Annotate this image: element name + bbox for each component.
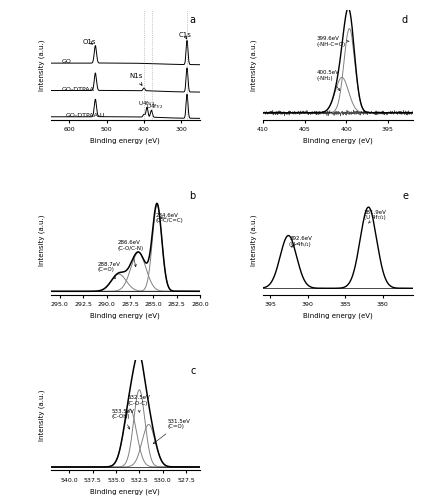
Text: 531.5eV
(C=O): 531.5eV (C=O) [153,418,190,444]
Text: 288.7eV
(C=O): 288.7eV (C=O) [97,262,120,279]
X-axis label: Binding energy (eV): Binding energy (eV) [91,313,160,320]
Text: 532.5eV
(C-O-C): 532.5eV (C-O-C) [127,396,150,412]
Text: GO-DTPAA-U: GO-DTPAA-U [66,113,105,118]
Text: 400.5eV
(-NH₂): 400.5eV (-NH₂) [317,70,340,90]
Text: 286.6eV
(C-O/C-N): 286.6eV (C-O/C-N) [118,240,144,266]
Text: 392.6eV
(U 4f₅/₂): 392.6eV (U 4f₅/₂) [289,236,312,247]
Text: C1s: C1s [179,32,191,39]
Y-axis label: Intensity (a.u.): Intensity (a.u.) [251,39,257,90]
X-axis label: Binding energy (eV): Binding energy (eV) [303,313,373,320]
Text: O1s: O1s [83,39,96,45]
X-axis label: Binding energy (eV): Binding energy (eV) [91,488,160,494]
Text: c: c [190,366,196,376]
Text: GO-DTPAA: GO-DTPAA [62,86,95,92]
Text: a: a [189,16,196,26]
X-axis label: Binding energy (eV): Binding energy (eV) [91,138,160,144]
Text: d: d [402,16,408,26]
Text: 381.9eV
(U 4f₇/₂): 381.9eV (U 4f₇/₂) [364,210,387,223]
X-axis label: Binding energy (eV): Binding energy (eV) [303,138,373,144]
Text: e: e [402,190,408,200]
Y-axis label: Intensity (a.u.): Intensity (a.u.) [251,214,257,266]
Y-axis label: Intensity (a.u.): Intensity (a.u.) [38,214,45,266]
Text: GO: GO [62,59,72,64]
Y-axis label: Intensity (a.u.): Intensity (a.u.) [38,390,45,441]
Text: U4f$_{5/2}$: U4f$_{5/2}$ [138,100,155,108]
Text: U4f$_{7/2}$: U4f$_{7/2}$ [146,104,163,112]
Text: 284.6eV
(C-C/C=C): 284.6eV (C-C/C=C) [155,212,183,224]
Text: N1s: N1s [129,74,142,86]
Y-axis label: Intensity (a.u.): Intensity (a.u.) [38,39,45,90]
Text: 399.6eV
(-NH-C=O): 399.6eV (-NH-C=O) [317,36,349,47]
Text: 533.5eV
(C-OH): 533.5eV (C-OH) [111,408,134,429]
Text: b: b [189,190,196,200]
